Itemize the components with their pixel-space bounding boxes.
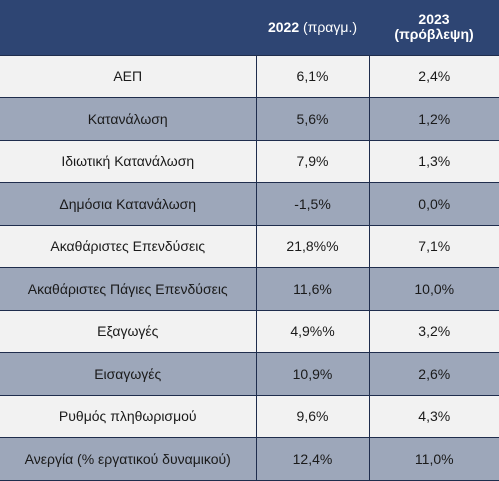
table-header: 2022 (πραγμ.) 2023 (πρόβλεψη) bbox=[0, 0, 499, 55]
value-2023: 10,0% bbox=[368, 267, 499, 311]
value-2023: 1,3% bbox=[368, 139, 499, 183]
header-2022-note: (πραγμ.) bbox=[303, 18, 358, 35]
value-2023: 2,6% bbox=[368, 352, 499, 396]
table-row: Ακαθάριστες Επενδύσεις 21,8%% 7,1% bbox=[0, 224, 499, 268]
header-2022-year: 2022 bbox=[267, 18, 300, 35]
table-row: Δημόσια Κατανάλωση -1,5% 0,0% bbox=[0, 182, 499, 226]
header-2023-year: 2023 bbox=[418, 11, 450, 28]
table-row: ΑΕΠ 6,1% 2,4% bbox=[0, 54, 499, 98]
header-indicator bbox=[0, 0, 256, 55]
value-2023: 0,0% bbox=[368, 182, 499, 226]
value-2023: 3,2% bbox=[368, 309, 499, 353]
value-2023: 4,3% bbox=[368, 394, 499, 438]
table-row: Κατανάλωση 5,6% 1,2% bbox=[0, 97, 499, 141]
value-2023: 1,2% bbox=[368, 97, 499, 141]
row-label: Ρυθμός πληθωρισμού bbox=[0, 394, 257, 438]
value-2022: 5,6% bbox=[255, 97, 370, 141]
value-2023: 2,4% bbox=[368, 54, 499, 98]
table-row: Ακαθάριστες Πάγιες Επενδύσεις 11,6% 10,0% bbox=[0, 267, 499, 311]
value-2022: 9,6% bbox=[255, 394, 370, 438]
table-row: Εξαγωγές 4,9%% 3,2% bbox=[0, 309, 499, 353]
table-row: Εισαγωγές 10,9% 2,6% bbox=[0, 352, 499, 396]
row-label: Ιδιωτική Κατανάλωση bbox=[0, 139, 257, 183]
value-2023: 7,1% bbox=[368, 224, 499, 268]
value-2022: 10,9% bbox=[255, 352, 370, 396]
row-label: Κατανάλωση bbox=[0, 97, 257, 141]
table-row: Ρυθμός πληθωρισμού 9,6% 4,3% bbox=[0, 394, 499, 438]
value-2022: 11,6% bbox=[255, 267, 370, 311]
value-2022: 21,8%% bbox=[255, 224, 370, 268]
value-2022: 7,9% bbox=[255, 139, 370, 183]
value-2023: 11,0% bbox=[368, 437, 499, 481]
row-label: Ακαθάριστες Επενδύσεις bbox=[0, 224, 257, 268]
header-2023: 2023 (πρόβλεψη) bbox=[369, 0, 499, 55]
row-label: ΑΕΠ bbox=[0, 54, 257, 98]
value-2022: 4,9%% bbox=[255, 309, 370, 353]
row-label: Δημόσια Κατανάλωση bbox=[0, 182, 257, 226]
table-body: ΑΕΠ 6,1% 2,4% Κατανάλωση 5,6% 1,2% Ιδιωτική Κα… bbox=[0, 54, 499, 481]
value-2022: 6,1% bbox=[255, 54, 370, 98]
header-2022: 2022 (πραγμ.) bbox=[256, 0, 369, 55]
table-row: Ιδιωτική Κατανάλωση 7,9% 1,3% bbox=[0, 139, 499, 183]
value-2022: 12,4% bbox=[255, 437, 370, 481]
table-row: Ανεργία (% εργατικού δυναμικού) 12,4% 11,0… bbox=[0, 437, 499, 481]
value-2022: -1,5% bbox=[255, 182, 370, 226]
row-label: Εισαγωγές bbox=[0, 352, 257, 396]
row-label: Ανεργία (% εργατικού δυναμικού) bbox=[0, 437, 257, 481]
header-2023-note: (πρόβλεψη) bbox=[394, 26, 474, 43]
row-label: Ακαθάριστες Πάγιες Επενδύσεις bbox=[0, 267, 257, 311]
row-label: Εξαγωγές bbox=[0, 309, 257, 353]
header-row: 2022 (πραγμ.) 2023 (πρόβλεψη) bbox=[0, 0, 499, 55]
